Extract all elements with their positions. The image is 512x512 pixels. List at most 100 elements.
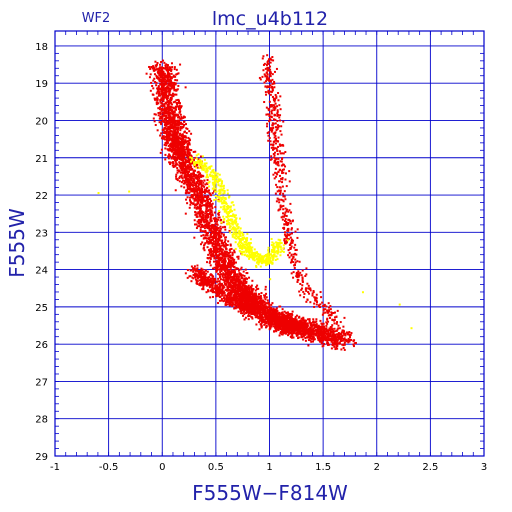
data-point — [214, 235, 217, 238]
data-point — [168, 119, 171, 122]
data-point — [328, 329, 331, 332]
data-point — [321, 337, 324, 340]
data-point — [276, 321, 279, 324]
data-point — [161, 137, 164, 140]
data-point — [304, 319, 307, 322]
data-point — [204, 195, 207, 198]
data-point — [200, 221, 203, 224]
data-point — [208, 226, 211, 229]
data-point — [272, 317, 275, 320]
data-point — [221, 251, 224, 254]
data-point — [310, 337, 313, 340]
data-point — [159, 117, 162, 120]
data-point — [206, 195, 209, 198]
data-point — [220, 264, 223, 267]
data-point — [187, 182, 190, 185]
data-point — [237, 278, 240, 281]
data-point — [193, 179, 196, 182]
data-point — [170, 81, 173, 84]
data-point — [203, 179, 206, 182]
data-point — [196, 181, 199, 184]
data-point — [193, 181, 196, 184]
data-point — [244, 292, 247, 295]
data-point — [348, 331, 351, 334]
data-point — [209, 220, 212, 223]
data-point — [190, 172, 193, 175]
data-point — [167, 101, 170, 104]
data-point — [282, 323, 285, 326]
data-point — [187, 140, 190, 143]
data-point — [157, 85, 160, 88]
data-point — [268, 312, 271, 315]
data-point — [152, 69, 155, 72]
data-point — [331, 330, 334, 333]
data-point — [248, 300, 251, 303]
data-point — [186, 185, 189, 188]
data-point — [177, 84, 180, 87]
data-point — [177, 154, 180, 157]
data-point — [226, 269, 229, 272]
data-point — [314, 333, 317, 336]
data-point — [297, 316, 300, 319]
data-point — [319, 327, 322, 330]
data-point — [227, 263, 230, 266]
data-point — [284, 151, 287, 154]
data-point — [169, 83, 172, 86]
data-point — [231, 278, 234, 281]
data-point — [183, 170, 186, 173]
data-point — [173, 66, 176, 69]
data-point — [167, 106, 170, 109]
data-point — [184, 179, 187, 182]
data-point — [262, 321, 265, 324]
data-point — [213, 266, 216, 269]
data-point — [291, 333, 294, 336]
data-point — [274, 325, 277, 328]
data-point — [170, 102, 173, 105]
data-point — [288, 329, 291, 332]
data-point — [348, 334, 351, 337]
data-point — [174, 160, 177, 163]
data-point — [258, 321, 261, 324]
data-point — [199, 230, 202, 233]
data-point — [290, 324, 293, 327]
data-point — [264, 309, 267, 312]
data-point — [209, 208, 212, 211]
data-point — [295, 322, 298, 325]
data-point — [167, 75, 170, 78]
data-point — [228, 229, 231, 232]
data-point — [272, 59, 275, 62]
data-point — [176, 79, 179, 82]
data-point — [250, 291, 253, 294]
data-point — [181, 138, 184, 141]
data-point — [169, 98, 172, 101]
data-point — [184, 159, 187, 162]
data-point — [182, 172, 185, 175]
data-point — [157, 69, 160, 72]
data-point — [258, 317, 261, 320]
data-point — [270, 317, 273, 320]
data-point — [175, 93, 178, 96]
data-point — [329, 339, 332, 342]
data-point — [172, 146, 175, 149]
data-point — [208, 205, 211, 208]
data-point — [245, 281, 248, 284]
data-point — [335, 346, 338, 349]
data-point — [224, 253, 227, 256]
data-point — [182, 116, 185, 119]
data-point — [219, 273, 222, 276]
data-point — [336, 342, 339, 345]
data-point — [161, 135, 164, 138]
data-point — [175, 99, 178, 102]
data-point — [332, 339, 335, 342]
data-point — [213, 233, 216, 236]
data-point — [165, 110, 168, 113]
data-point — [264, 318, 267, 321]
data-point — [216, 223, 219, 226]
data-point — [179, 63, 182, 66]
data-point — [168, 149, 171, 152]
data-point — [337, 337, 340, 340]
data-point — [163, 117, 166, 120]
data-point — [288, 314, 291, 317]
data-point — [246, 277, 249, 280]
data-point — [306, 318, 309, 321]
